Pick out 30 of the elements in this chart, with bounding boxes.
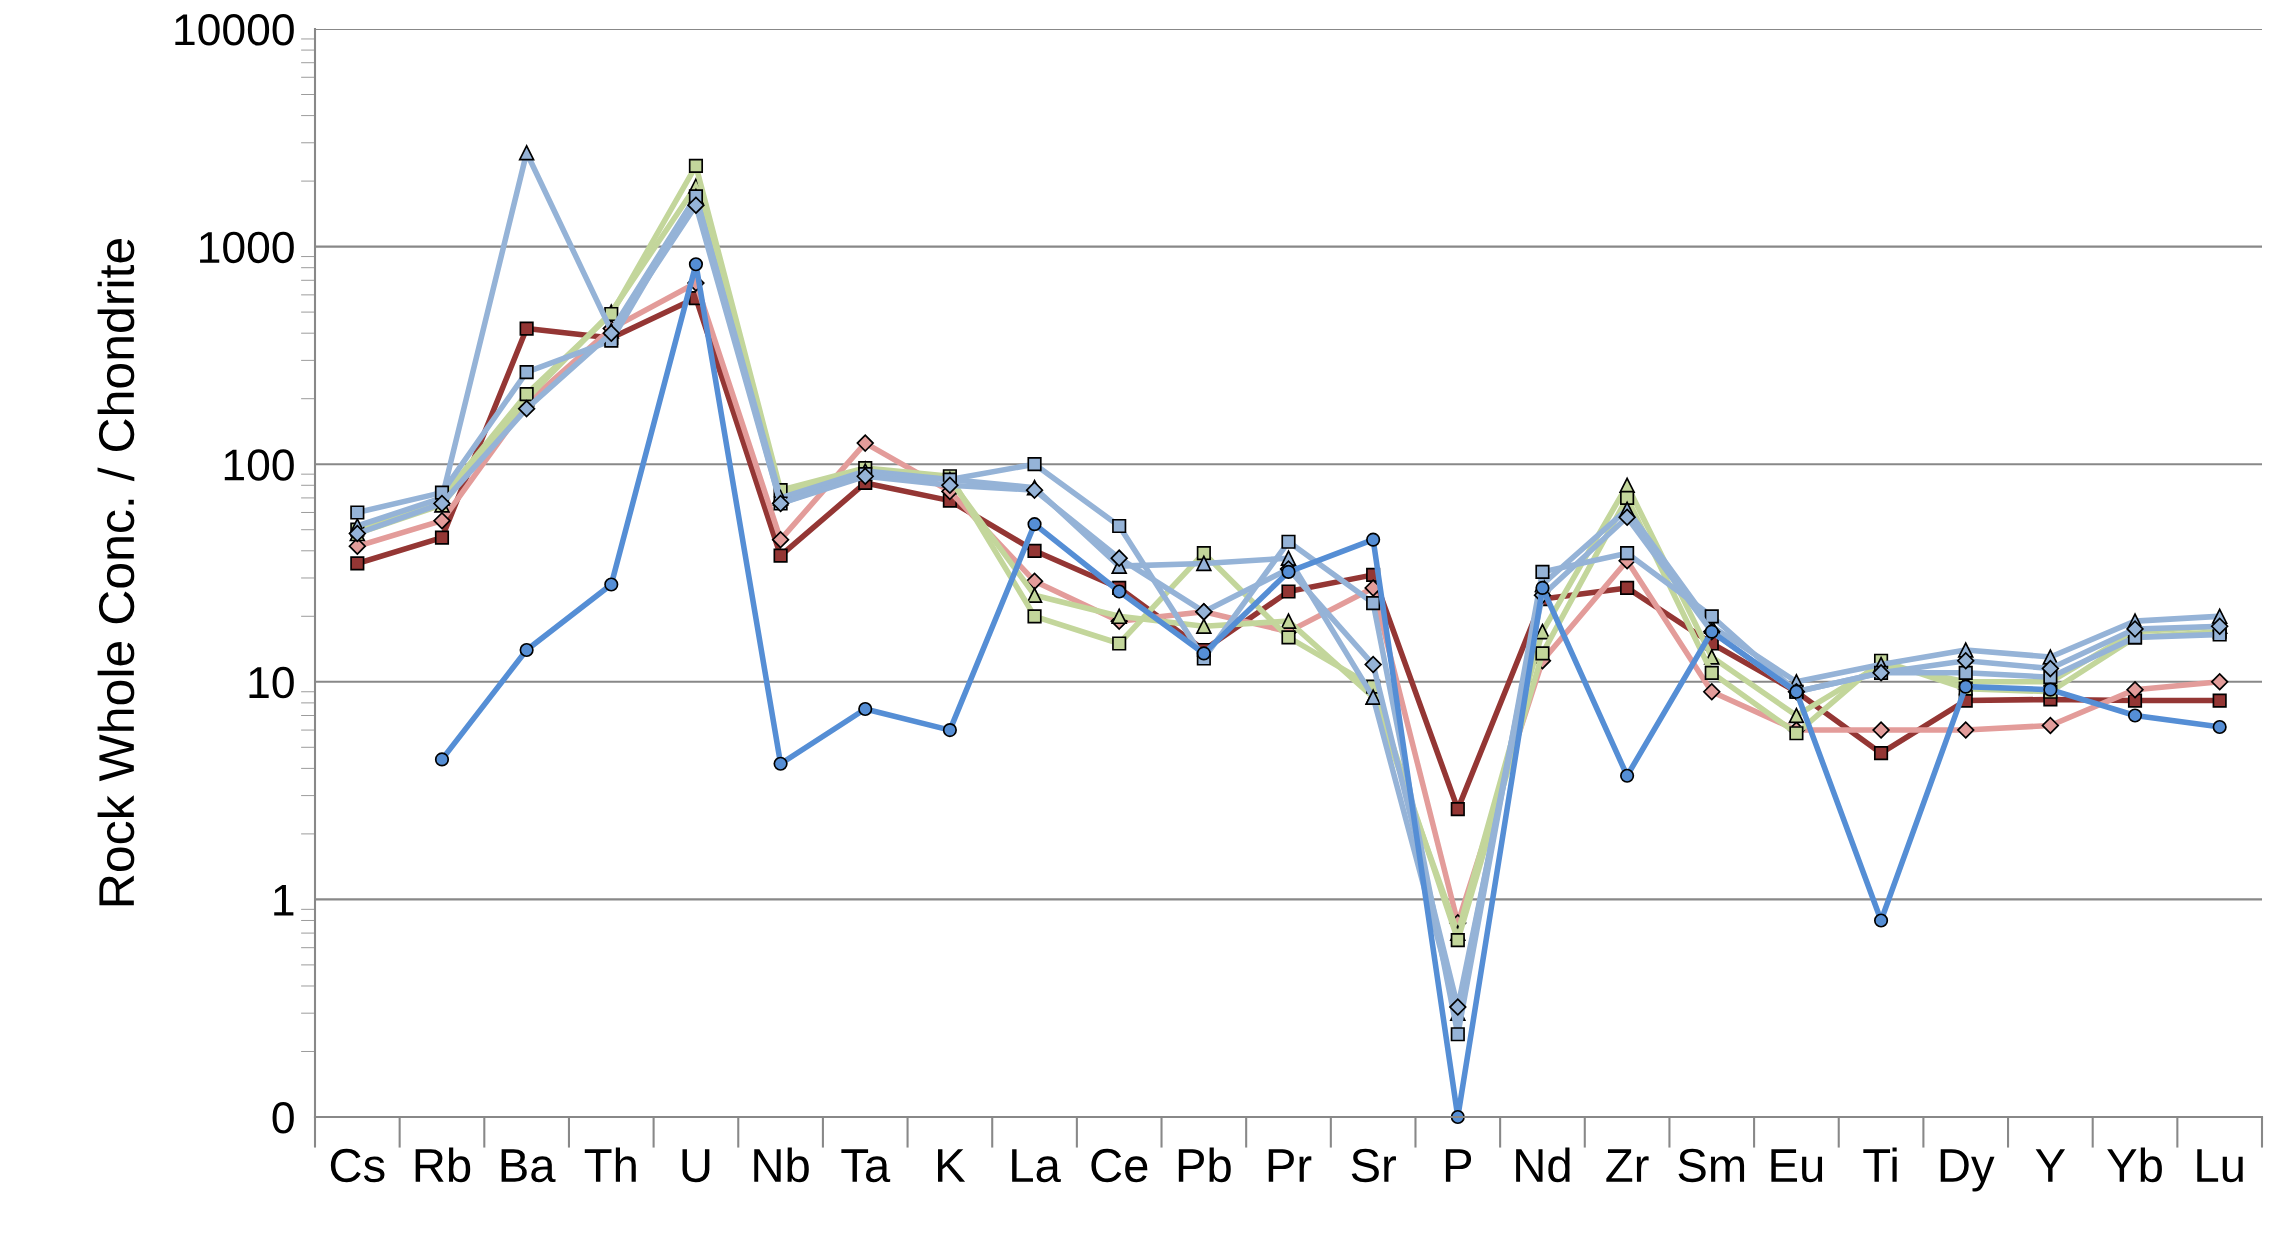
x-tick-label: Ce — [1091, 1148, 1148, 1183]
x-tick-label: Dy — [1940, 1149, 1995, 1192]
x-tick-label: Cs — [330, 1148, 385, 1183]
x-tick-label: Eu — [1771, 1149, 1823, 1183]
x-tick-label: Y — [2035, 1149, 2066, 1182]
x-tick-label: Nb — [754, 1147, 809, 1183]
x-tick-label: Th — [584, 1147, 636, 1182]
x-tick-label: U — [682, 1149, 710, 1183]
y-tick-label: 1 — [274, 884, 294, 916]
x-tick-label: Nd — [1516, 1147, 1570, 1183]
x-tick-label: Sr — [1351, 1148, 1396, 1183]
y-tick-label: 10 — [249, 666, 294, 699]
x-tick-label: P — [1445, 1149, 1472, 1182]
y-tick-label: 10000 — [175, 14, 294, 46]
x-tick-label: Pr — [1268, 1149, 1312, 1182]
x-tick-label: Ti — [1863, 1147, 1897, 1182]
x-tick-label: Pb — [1178, 1147, 1231, 1183]
x-tick-label: Zr — [1606, 1149, 1649, 1182]
x-tick-label: Sm — [1678, 1148, 1745, 1183]
y-tick-label: 0 — [272, 1102, 294, 1134]
x-tick-label: La — [1012, 1149, 1061, 1183]
x-tick-label: Ba — [501, 1149, 556, 1183]
y-axis-title: Rock Whole Conc. / Chondrite — [97, 238, 135, 906]
x-tick-label: K — [938, 1149, 966, 1182]
x-tick-label: Lu — [2197, 1149, 2243, 1183]
y-tick-label: 100 — [224, 449, 294, 481]
y-tick-label: 1000 — [200, 231, 294, 264]
x-tick-label: Rb — [415, 1147, 471, 1183]
x-tick-label: Yb — [2107, 1147, 2162, 1183]
x-tick-label: Ta — [841, 1149, 891, 1183]
